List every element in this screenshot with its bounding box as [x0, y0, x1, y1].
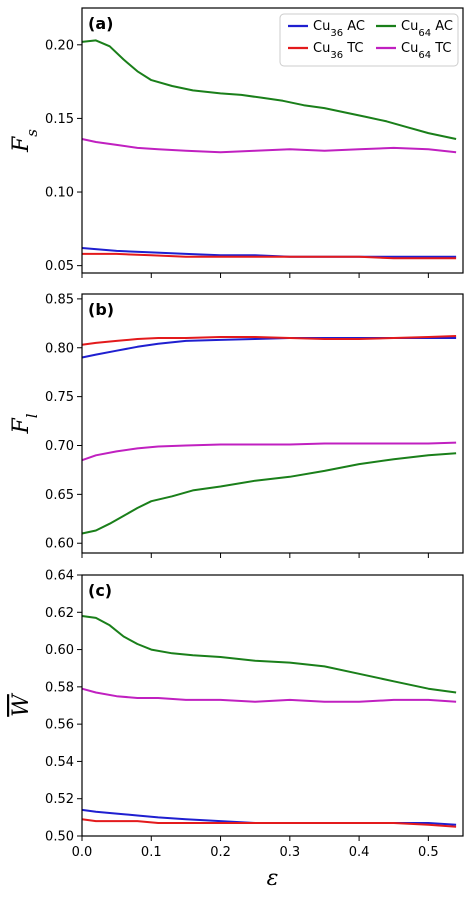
- legend-entry-label: Cu36 AC: [313, 19, 365, 39]
- panel-label: (a): [88, 14, 113, 33]
- y-tick-label: 0.54: [45, 755, 74, 770]
- legend-box: [279, 13, 459, 67]
- series-line-cu64-tc: [81, 138, 457, 154]
- series-line-cu36-tc: [81, 335, 457, 346]
- x-tick-label: 0.5: [418, 845, 439, 860]
- y-tick-label: 0.56: [45, 718, 74, 733]
- panel-b: 0.60 0.65 0.70 0.75 0.80 0.85 (b) Fl: [9, 292, 464, 558]
- y-tick-label: 0.52: [45, 792, 74, 807]
- x-tick-label: 0.4: [349, 845, 370, 860]
- series-line-cu64-tc: [81, 687, 457, 703]
- y-axis-title: Fs: [9, 129, 41, 153]
- y-tick-label: 0.80: [45, 341, 74, 356]
- y-tick-label: 0.64: [45, 569, 74, 584]
- y-tick-label: 0.58: [45, 680, 74, 695]
- series-line-cu36-ac: [81, 337, 457, 359]
- legend-entry-label: Cu64 AC: [401, 19, 453, 39]
- panel-label: (b): [88, 300, 114, 319]
- y-axis-title: W: [9, 692, 34, 717]
- y-tick-label: 0.65: [45, 488, 74, 503]
- plot-frame: [81, 7, 464, 274]
- plot-frame: [81, 574, 464, 837]
- x-tick-label: 0.1: [141, 845, 162, 860]
- series-line-cu64-ac: [81, 39, 457, 140]
- x-axis-title: ε: [267, 866, 279, 891]
- legend: Cu36 AC Cu64 AC Cu36 TC Cu64 TC: [279, 13, 459, 67]
- y-axis-title: Fl: [9, 413, 41, 434]
- y-tick-label: 0.60: [45, 643, 74, 658]
- series-line-cu64-ac: [81, 452, 457, 535]
- series-line-cu64-ac: [81, 615, 457, 694]
- y-tick-label: 0.50: [45, 830, 74, 845]
- panel-label: (c): [88, 581, 112, 600]
- series-line-cu64-tc: [81, 441, 457, 462]
- x-tick-label: 0.2: [210, 845, 231, 860]
- legend-entry-label: Cu64 TC: [401, 41, 451, 61]
- x-tick-label: 0.3: [279, 845, 300, 860]
- y-tick-label: 0.20: [45, 38, 74, 53]
- y-tick-label: 0.70: [45, 439, 74, 454]
- legend-entry-label: Cu36 TC: [313, 41, 363, 61]
- x-tick-label: 0.0: [72, 845, 93, 860]
- y-tick-label: 0.60: [45, 537, 74, 552]
- series-line-cu36-tc: [81, 818, 457, 828]
- y-tick-label: 0.85: [45, 292, 74, 307]
- y-tick-label: 0.75: [45, 390, 74, 405]
- y-tick-label: 0.62: [45, 606, 74, 621]
- series-line-cu36-tc: [82, 252, 457, 260]
- y-tick-label: 0.15: [45, 112, 74, 127]
- panel-c: 0.50 0.52 0.54 0.56 0.58 0.60 0.62 0.64 0.0 0.1 0.…: [9, 569, 464, 891]
- plot-frame: [81, 293, 464, 554]
- y-tick-label: 0.05: [45, 259, 74, 274]
- y-tick-label: 0.10: [45, 186, 74, 201]
